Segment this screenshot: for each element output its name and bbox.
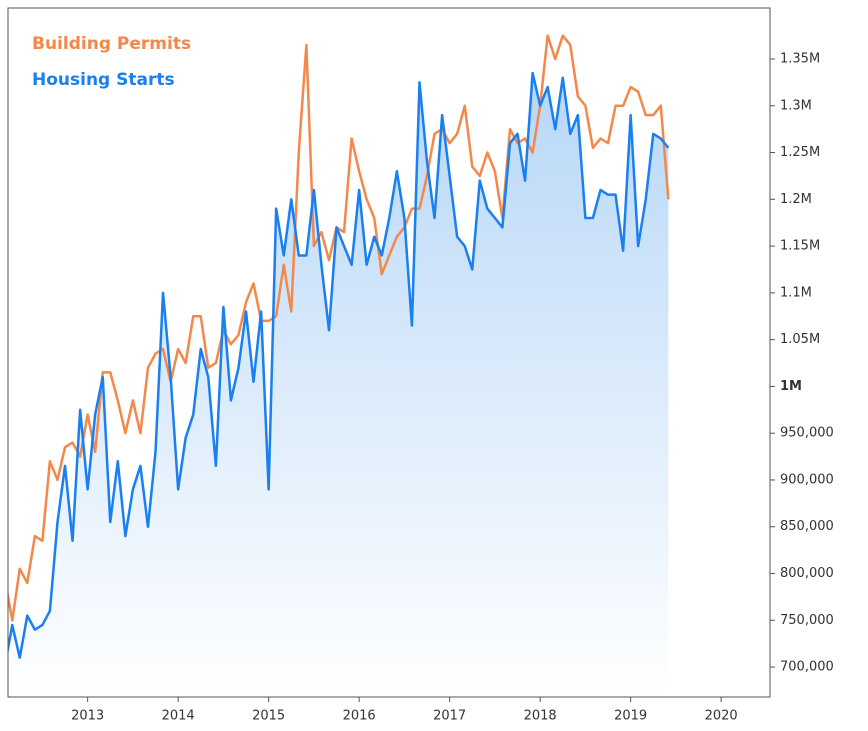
y-tick-label: 950,000	[780, 426, 834, 441]
legend-entry: Housing Starts	[32, 70, 175, 90]
x-tick-label: 2014	[162, 709, 195, 724]
axes: 700,000 750,000 800,000 850,000 900,000 950,0…	[71, 51, 834, 723]
y-tick-label: 1.3M	[780, 98, 812, 113]
y-tick-label: 1.15M	[780, 239, 820, 254]
y-tick-label: 750,000	[780, 613, 834, 628]
area	[8, 73, 669, 697]
y-tick-label: 1.05M	[780, 332, 820, 347]
x-tick-label: 2018	[524, 709, 557, 724]
y-tick-label: 1.25M	[780, 145, 820, 160]
plot-frame	[7, 7, 771, 698]
y-tick-label: 900,000	[780, 472, 834, 487]
y-tick-label: 1.1M	[780, 285, 812, 300]
plot-area	[8, 34, 670, 697]
y-tick-label: 700,000	[780, 660, 834, 675]
x-tick-label: 2017	[433, 709, 466, 724]
y-tick-label: 1M	[780, 379, 802, 394]
series-line	[8, 71, 670, 659]
y-tick-label: 1.35M	[780, 51, 820, 66]
x-tick-label: 2013	[71, 709, 104, 724]
y-tick-label: 1.2M	[780, 192, 812, 207]
y-tick-label: 800,000	[780, 566, 834, 581]
legend: Building Permits Housing Starts	[32, 34, 191, 90]
legend-entry: Building Permits	[32, 34, 191, 54]
x-tick-label: 2020	[705, 709, 738, 724]
y-tick-label: 850,000	[780, 519, 834, 534]
x-tick-label: 2015	[252, 709, 285, 724]
x-tick-label: 2019	[614, 709, 647, 724]
x-tick-label: 2016	[343, 709, 376, 724]
